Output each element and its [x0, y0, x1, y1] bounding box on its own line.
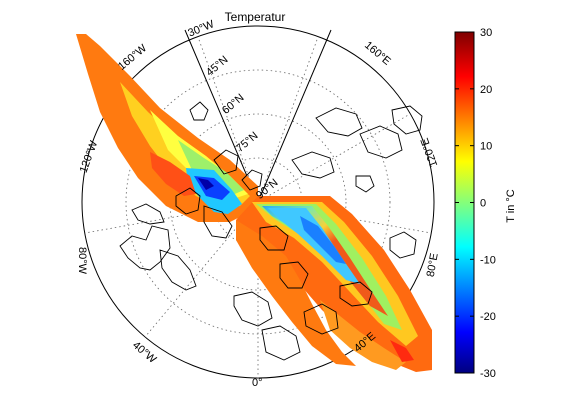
temperature-swath — [76, 34, 258, 222]
lat-label-45: 45°N — [204, 54, 231, 79]
lon-label-80e: 80°E — [425, 252, 441, 278]
map-title: Temperatur — [225, 10, 286, 24]
lon-label-40w: 40°W — [130, 339, 159, 366]
lon-label-120e: 120°E — [419, 136, 441, 168]
colorbar-tick-labels: 30 20 10 0 -10 -20 -30 — [480, 27, 496, 380]
colorbar-label: T in °C — [505, 189, 517, 223]
temperature-swath-east — [236, 196, 432, 372]
colorbar-tick-label: 0 — [480, 198, 486, 210]
lon-label-120w: 120°W — [78, 139, 101, 175]
colorbar-ticks — [455, 31, 474, 374]
colorbar-tick-label: -20 — [480, 311, 496, 323]
lat-label-75: 75°N — [234, 130, 261, 155]
colorbar-tick-label: 10 — [480, 141, 492, 153]
lon-label-30w: 30°W — [186, 18, 216, 39]
coastlines — [119, 101, 423, 361]
colorbar-tick-label: 30 — [480, 27, 492, 39]
lat-label-60: 60°N — [220, 92, 247, 117]
colorbar-tick-label: -30 — [480, 368, 496, 380]
colorbar: 30 20 10 0 -10 -20 -30 T in °C — [454, 27, 517, 380]
colorbar-tick-label: 20 — [480, 84, 492, 96]
lon-label-80w: 80°W — [76, 247, 88, 275]
sector-outline — [184, 29, 332, 203]
colorbar-tick-label: -10 — [480, 254, 496, 266]
lon-label-160w: 160°W — [116, 42, 150, 73]
lon-label-0: 0° — [252, 377, 263, 389]
